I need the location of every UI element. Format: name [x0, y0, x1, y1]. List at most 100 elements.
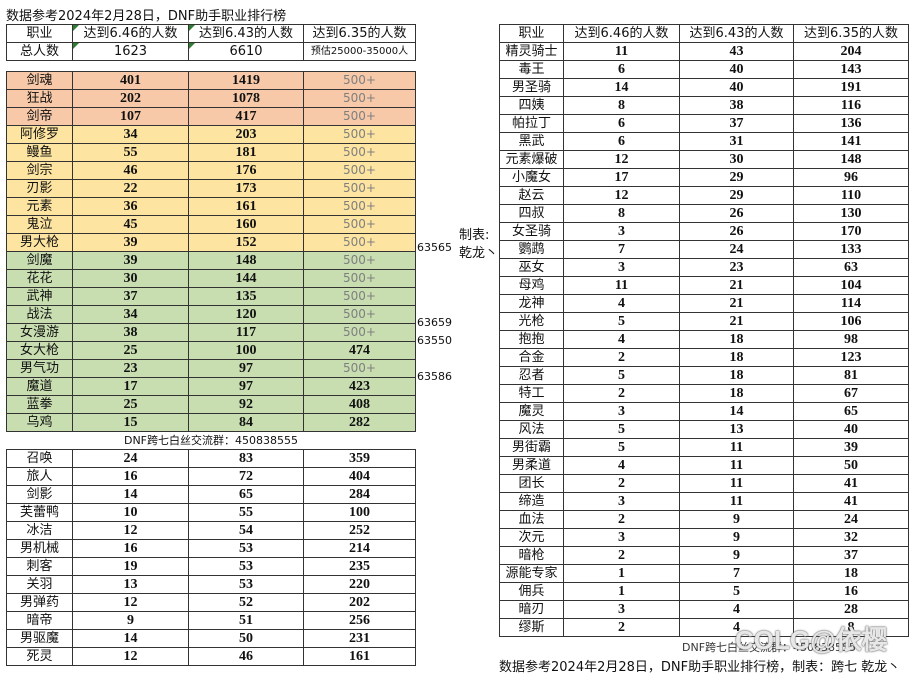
table-row: 男大枪 39 152 500+ [6, 233, 416, 252]
column-header: 达到6.46的人数 [563, 24, 680, 43]
job-name-cell: 缪斯 [499, 618, 564, 637]
job-name-cell: 召唤 [6, 449, 73, 468]
table-row: 女大枪 25 100 474 [6, 341, 416, 360]
table-row: 魔灵 3 14 65 [499, 402, 909, 421]
count-635-cell: 474 [303, 341, 416, 360]
job-name-cell: 花花 [6, 269, 73, 288]
count-646-cell: 38 [72, 323, 189, 342]
count-643-cell: 54 [188, 521, 304, 540]
count-643-cell: 21 [679, 312, 794, 331]
right-footer: 数据参考2024年2月28日，DNF助手职业排行榜，制表：跨七 乾龙丶 [499, 660, 901, 675]
table-row: 四叔 8 26 130 [499, 204, 909, 223]
table-header-row: 职业 达到6.46的人数 达到6.43的人数 达到6.35的人数 [6, 24, 416, 43]
table-row: 男弹药 12 52 202 [6, 593, 416, 612]
group-note-row: DNF跨七白丝交流群：450838555 [6, 431, 416, 450]
table-row: 女漫游 38 117 500+ [6, 323, 416, 342]
table-row: 芙蕾鸭 10 55 100 [6, 503, 416, 522]
job-name-cell: 男驱魔 [6, 629, 73, 648]
job-name-cell: 关羽 [6, 575, 73, 594]
count-635-cell: 116 [793, 96, 909, 115]
table-row: 暗帝 9 51 256 [6, 611, 416, 630]
count-635-cell: 500+ [303, 197, 416, 216]
count-635-cell: 404 [303, 467, 416, 486]
count-646-cell: 8 [563, 96, 680, 115]
count-635-cell: 143 [793, 60, 909, 79]
count-635-cell: 500+ [303, 161, 416, 180]
column-header: 达到6.35的人数 [793, 24, 909, 43]
count-646-cell: 2 [563, 384, 680, 403]
job-name-cell: 四叔 [499, 204, 564, 223]
count-635-cell: 28 [793, 600, 909, 619]
count-646-cell: 12 [72, 593, 189, 612]
left-title: 数据参考2024年2月28日，DNF助手职业排行榜 [6, 9, 287, 24]
count-643-cell: 46 [188, 647, 304, 666]
count-635-cell: 500+ [303, 125, 416, 144]
count-646-cell: 6 [563, 132, 680, 151]
count-635-cell: 500+ [303, 179, 416, 198]
count-646-cell: 22 [72, 179, 189, 198]
count-635-cell: 81 [793, 366, 909, 385]
right-ranking-table: 职业 达到6.46的人数 达到6.43的人数 达到6.35的人数 精灵骑士 11 43 204… [499, 24, 909, 637]
job-name-cell: 光枪 [499, 312, 564, 331]
count-643-cell: 38 [679, 96, 794, 115]
count-646-cell: 202 [72, 89, 189, 108]
table-row: 佣兵 1 5 16 [499, 582, 909, 601]
table-row: 鹦鹉 7 24 133 [499, 240, 909, 259]
table-row: 毒王 6 40 143 [499, 60, 909, 79]
table-row: 鬼泣 45 160 500+ [6, 215, 416, 234]
job-name-cell: 剑魂 [6, 71, 73, 90]
count-646-cell: 1 [563, 582, 680, 601]
group-note: DNF跨七白丝交流群：450838555 [6, 431, 416, 450]
spacer-cell [6, 60, 416, 72]
count-643-cell: 31 [679, 132, 794, 151]
count-635-cell: 123 [793, 348, 909, 367]
count-643-cell: 37 [679, 114, 794, 133]
table-row: 男街霸 5 11 39 [499, 438, 909, 457]
count-635-cell: 41 [793, 492, 909, 511]
count-635-cell: 252 [303, 521, 416, 540]
count-643-cell: 152 [188, 233, 304, 252]
table-row: 男柔道 4 11 50 [499, 456, 909, 475]
job-name-cell: 血法 [499, 510, 564, 529]
table-row: 男驱魔 14 50 231 [6, 629, 416, 648]
count-646-cell: 12 [563, 186, 680, 205]
count-646-cell: 3 [563, 222, 680, 241]
table-row: 巫女 3 23 63 [499, 258, 909, 277]
job-name-cell: 鬼泣 [6, 215, 73, 234]
count-635-cell: 104 [793, 276, 909, 295]
count-646-cell: 17 [563, 168, 680, 187]
count-643-cell: 417 [188, 107, 304, 126]
count-646-cell: 14 [72, 485, 189, 504]
column-header: 达到6.46的人数 [72, 24, 189, 43]
job-name-cell: 剑魔 [6, 251, 73, 270]
table-row: 死灵 12 46 161 [6, 647, 416, 666]
count-646-cell: 14 [72, 629, 189, 648]
count-646-cell: 1 [563, 564, 680, 583]
count-635-cell: 141 [793, 132, 909, 151]
count-643-cell: 51 [188, 611, 304, 630]
job-name-cell: 冰洁 [6, 521, 73, 540]
count-646-cell: 3 [563, 492, 680, 511]
count-635-cell: 32 [793, 528, 909, 547]
count-635-cell: 220 [303, 575, 416, 594]
count-635-cell: 96 [793, 168, 909, 187]
total-643: 6610 [188, 42, 304, 61]
table-row: 花花 30 144 500+ [6, 269, 416, 288]
count-643-cell: 43 [679, 42, 794, 61]
count-643-cell: 23 [679, 258, 794, 277]
count-635-cell: 37 [793, 546, 909, 565]
table-row: 龙神 4 21 114 [499, 294, 909, 313]
count-635-cell: 191 [793, 78, 909, 97]
job-name-cell: 团长 [499, 474, 564, 493]
count-643-cell: 29 [679, 168, 794, 187]
count-635-cell: 63 [793, 258, 909, 277]
count-646-cell: 8 [563, 204, 680, 223]
count-646-cell: 11 [563, 42, 680, 61]
job-name-cell: 暗帝 [6, 611, 73, 630]
table-row: 阿修罗 34 203 500+ [6, 125, 416, 144]
job-name-cell: 女圣骑 [499, 222, 564, 241]
table-row: 剑魔 39 148 500+ [6, 251, 416, 270]
count-643-cell: 21 [679, 276, 794, 295]
column-header: 达到6.43的人数 [188, 24, 304, 43]
job-name-cell: 女漫游 [6, 323, 73, 342]
